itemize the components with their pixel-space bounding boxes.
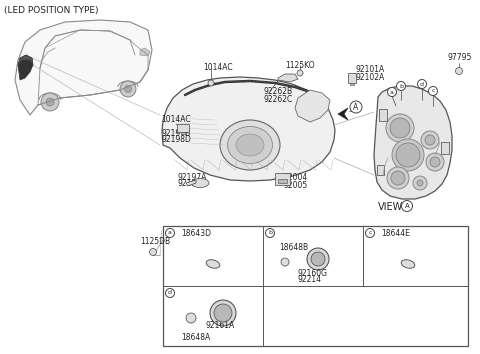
Circle shape [186, 313, 196, 323]
Bar [275, 173, 290, 185]
Circle shape [297, 70, 303, 76]
Circle shape [396, 143, 420, 167]
Circle shape [120, 81, 136, 97]
Circle shape [281, 258, 289, 266]
Text: 1014AC: 1014AC [203, 63, 233, 73]
Ellipse shape [206, 260, 220, 268]
Text: b: b [268, 230, 272, 235]
Text: 92198D: 92198D [161, 136, 191, 144]
Polygon shape [15, 20, 152, 115]
Text: d: d [168, 291, 172, 296]
Circle shape [387, 87, 396, 97]
Text: 92160G: 92160G [298, 268, 328, 278]
Circle shape [390, 118, 410, 138]
Text: 92004: 92004 [283, 173, 307, 183]
Text: VIEW: VIEW [378, 202, 403, 212]
Polygon shape [186, 180, 196, 186]
Polygon shape [162, 77, 335, 181]
Circle shape [426, 153, 444, 171]
Text: A: A [405, 203, 409, 209]
Text: 1125DB: 1125DB [140, 238, 170, 246]
Circle shape [365, 228, 374, 238]
Text: 92214: 92214 [298, 275, 322, 285]
Bar [181, 132, 185, 134]
Bar [163, 226, 468, 346]
Circle shape [149, 249, 156, 256]
Circle shape [421, 131, 439, 149]
Text: 92198: 92198 [177, 179, 201, 188]
Circle shape [425, 135, 435, 145]
Circle shape [166, 228, 175, 238]
Text: 1125KO: 1125KO [285, 61, 314, 69]
Text: 92262C: 92262C [263, 95, 292, 103]
Text: 18648B: 18648B [279, 244, 308, 252]
Text: 92262B: 92262B [263, 87, 292, 97]
Circle shape [396, 81, 406, 91]
Text: 18644E: 18644E [381, 228, 410, 238]
Bar [350, 83, 354, 85]
Circle shape [418, 80, 427, 88]
Circle shape [401, 200, 412, 211]
Text: 92005: 92005 [283, 181, 307, 189]
Circle shape [265, 228, 275, 238]
Text: 92197A: 92197A [177, 172, 206, 182]
Circle shape [208, 80, 214, 86]
Text: a: a [168, 230, 172, 235]
Text: 92161A: 92161A [205, 321, 234, 331]
Polygon shape [374, 86, 452, 199]
Bar [441, 142, 449, 154]
Polygon shape [140, 48, 150, 56]
Circle shape [430, 157, 440, 167]
Bar [177, 124, 189, 132]
Ellipse shape [236, 134, 264, 156]
Bar [278, 179, 287, 183]
Text: A: A [353, 103, 359, 112]
Text: 18648A: 18648A [181, 333, 210, 343]
Bar [379, 109, 387, 121]
Circle shape [311, 252, 325, 266]
Circle shape [41, 93, 59, 111]
Text: c: c [431, 88, 435, 93]
Text: 1014AC: 1014AC [161, 115, 191, 125]
Circle shape [386, 114, 414, 142]
Text: 18643D: 18643D [181, 228, 211, 238]
Polygon shape [338, 108, 348, 120]
Circle shape [214, 304, 232, 322]
Polygon shape [18, 55, 33, 65]
Circle shape [413, 176, 427, 190]
Ellipse shape [191, 178, 209, 188]
Ellipse shape [228, 126, 273, 164]
Text: c: c [368, 230, 372, 235]
Text: b: b [399, 84, 403, 88]
Ellipse shape [401, 260, 415, 268]
Circle shape [429, 86, 437, 96]
Text: 92197B: 92197B [161, 129, 190, 137]
Text: a: a [390, 90, 394, 95]
Text: (LED POSITION TYPE): (LED POSITION TYPE) [4, 6, 98, 15]
Polygon shape [295, 90, 330, 122]
Circle shape [456, 68, 463, 74]
Text: 92102A: 92102A [356, 73, 385, 81]
Text: d: d [420, 81, 424, 86]
Circle shape [166, 289, 175, 297]
Circle shape [391, 171, 405, 185]
Polygon shape [278, 74, 298, 82]
Circle shape [46, 98, 54, 106]
Circle shape [350, 101, 362, 113]
Text: 92101A: 92101A [356, 65, 385, 74]
Text: 97795: 97795 [447, 52, 471, 62]
Circle shape [392, 139, 424, 171]
Ellipse shape [220, 120, 280, 170]
Polygon shape [18, 55, 33, 80]
Ellipse shape [210, 300, 236, 326]
Circle shape [417, 180, 423, 186]
Bar [376, 165, 384, 175]
Bar [348, 73, 356, 83]
Circle shape [387, 167, 409, 189]
Circle shape [124, 86, 132, 92]
Ellipse shape [307, 248, 329, 270]
